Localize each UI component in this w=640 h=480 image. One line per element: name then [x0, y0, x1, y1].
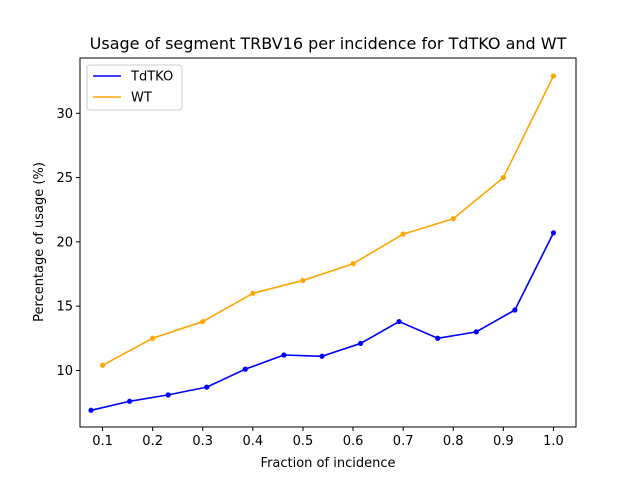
data-point: [550, 73, 557, 79]
data-point: [500, 174, 506, 181]
data-point: [242, 366, 248, 372]
x-tick-label: 0.2: [142, 434, 163, 449]
y-tick-label: 15: [56, 300, 73, 315]
legend: TdTKO WT: [86, 64, 183, 111]
data-point: [250, 290, 256, 296]
y-axis: 10 15 20 25 30: [56, 107, 80, 379]
data-point: [319, 353, 325, 359]
x-tick-label: 0.7: [393, 434, 414, 449]
data-point: [204, 384, 210, 390]
data-point: [396, 318, 402, 325]
x-tick-label: 0.4: [243, 434, 264, 449]
legend-label: TdTKO: [130, 70, 173, 85]
data-point: [550, 230, 557, 236]
y-axis-label: Percentage of usage (%): [32, 162, 47, 322]
y-tick-label: 10: [56, 364, 73, 379]
y-tick-label: 25: [56, 171, 73, 186]
y-tick-label: 30: [56, 107, 73, 122]
plot-area: [79, 57, 577, 428]
data-point: [300, 277, 306, 284]
data-point: [127, 398, 133, 404]
x-tick-label: 0.8: [443, 434, 464, 449]
plot-frame: [79, 57, 577, 428]
x-tick-label: 0.9: [493, 434, 514, 449]
data-point: [435, 335, 441, 341]
data-point: [350, 261, 356, 267]
data-point: [281, 352, 287, 358]
series-wt: [99, 73, 557, 368]
data-point: [357, 340, 364, 347]
chart-title: Usage of segment TRBV16 per incidence fo…: [90, 34, 567, 53]
x-tick-label: 1.0: [543, 434, 564, 449]
x-axis: 0.1 0.2 0.3 0.4 0.5 0.6 0.7 0.8 0.9 1.0: [92, 427, 564, 449]
x-tick-label: 0.3: [192, 434, 213, 449]
x-tick-label: 0.6: [343, 434, 364, 449]
data-point: [512, 307, 518, 313]
data-point: [150, 335, 156, 341]
series-line: [102, 75, 555, 366]
data-point: [450, 216, 456, 222]
data-point: [99, 362, 106, 368]
legend-label: WT: [131, 91, 152, 106]
series-line: [90, 232, 555, 412]
x-axis-label: Fraction of incidence: [261, 456, 396, 471]
data-point: [88, 407, 94, 413]
x-tick-label: 0.1: [92, 434, 113, 449]
data-point: [473, 329, 479, 335]
series-layer: [88, 73, 557, 413]
data-point: [400, 231, 406, 237]
y-tick-label: 20: [56, 235, 73, 250]
data-point: [200, 318, 206, 325]
series-tdtko: [88, 230, 557, 413]
data-point: [165, 392, 171, 398]
x-tick-label: 0.5: [293, 434, 314, 449]
